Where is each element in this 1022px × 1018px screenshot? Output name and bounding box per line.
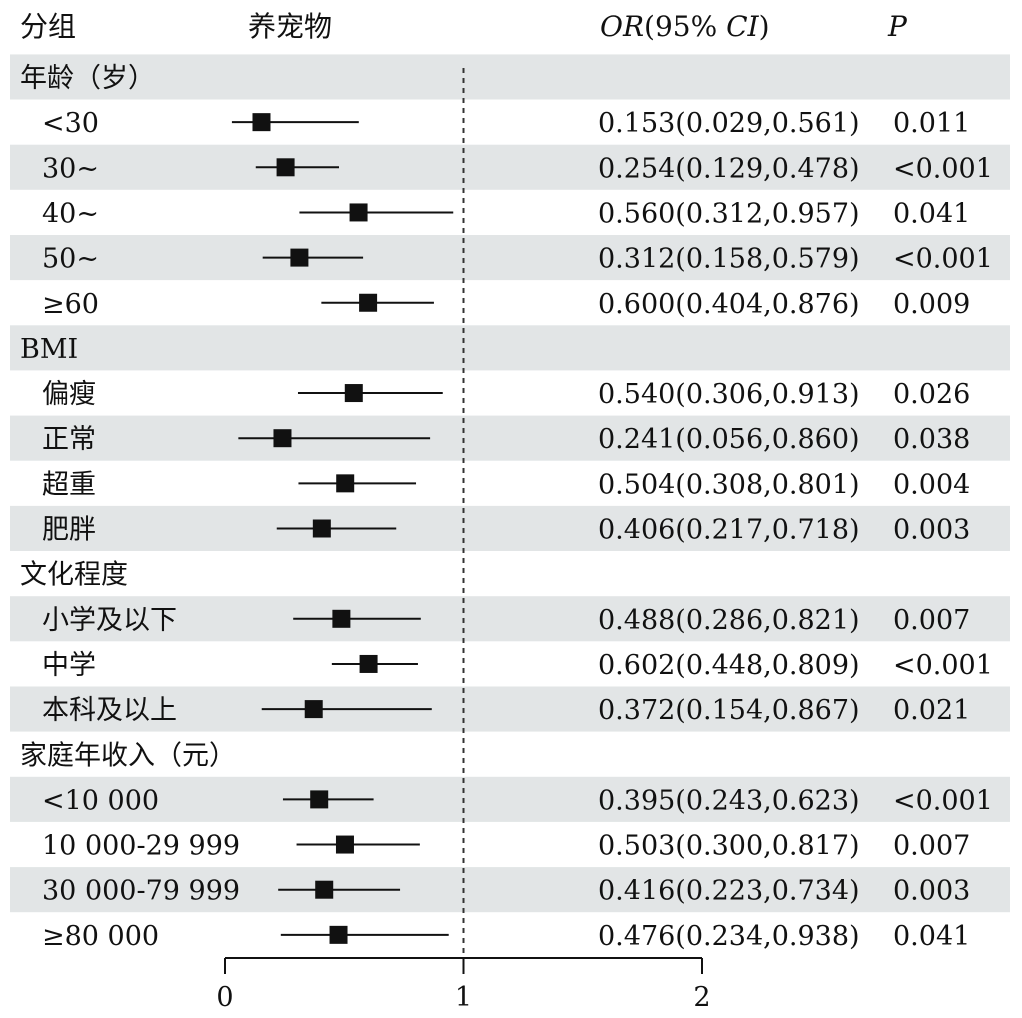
rows-text: 年龄（岁） <30 0.153(0.029,0.561) 0.011 30~ 0.254(… (20, 63, 993, 952)
or-point (359, 654, 378, 673)
or-ci-value: 0.241(0.056,0.860) (598, 424, 860, 455)
or-ci-value: 0.372(0.154,0.867) (598, 695, 860, 726)
header-row: 分组 养宠物 OR(95% CI) P (20, 10, 908, 43)
x-tick-label: 0 (216, 982, 233, 1013)
row-label: 肥胖 (42, 515, 96, 546)
or-ci-value: 0.560(0.312,0.957) (598, 198, 860, 229)
p-value: 0.038 (893, 424, 970, 455)
header-close-paren: ) (759, 10, 770, 43)
or-point (336, 474, 355, 493)
row-label: 超重 (42, 469, 96, 500)
or-ci-value: 0.540(0.306,0.913) (598, 379, 860, 410)
p-value: 0.007 (893, 605, 970, 636)
or-point (335, 835, 354, 854)
or-ci-value: 0.476(0.234,0.938) (598, 921, 860, 952)
section-label: 家庭年收入（元） (20, 740, 236, 771)
row-band (10, 415, 1010, 461)
header-or-rest: (95% (644, 10, 726, 43)
p-value: 0.041 (893, 921, 970, 952)
row-label: 30 000-79 999 (42, 876, 240, 907)
ci-marks (231, 113, 454, 944)
or-ci-value: 0.406(0.217,0.718) (598, 515, 860, 546)
or-point (304, 700, 323, 719)
or-point (312, 519, 331, 538)
row-band (10, 686, 1010, 732)
p-value: <0.001 (893, 244, 993, 275)
p-value: 0.011 (893, 108, 970, 139)
header-ci: CI (726, 10, 759, 43)
row-label: 正常 (42, 424, 96, 455)
p-value: <0.001 (893, 153, 993, 184)
row-label: 40~ (42, 198, 99, 229)
header-or-ci: OR(95% CI) (600, 10, 770, 43)
or-ci-value: 0.395(0.243,0.623) (598, 785, 860, 816)
p-value: 0.021 (893, 695, 970, 726)
section-label: BMI (20, 334, 78, 365)
row-label: <10 000 (42, 785, 159, 816)
section-label: 文化程度 (20, 560, 128, 591)
row-band (10, 54, 1010, 100)
or-point (315, 880, 334, 899)
or-point (252, 113, 271, 132)
header-p: P (887, 10, 908, 43)
or-ci-value: 0.416(0.223,0.734) (598, 876, 860, 907)
header-group: 分组 (20, 10, 76, 43)
row-band (10, 596, 1010, 642)
or-point (349, 203, 368, 222)
row-label: 小学及以下 (42, 605, 177, 636)
row-label: 本科及以上 (42, 695, 177, 726)
or-ci-value: 0.153(0.029,0.561) (598, 108, 860, 139)
header-or: OR (600, 10, 644, 43)
or-point (332, 609, 351, 628)
row-label: ≥80 000 (42, 921, 159, 952)
p-value: 0.003 (893, 515, 970, 546)
row-label: 偏瘦 (42, 379, 96, 410)
or-point (329, 925, 348, 944)
or-ci-value: 0.488(0.286,0.821) (598, 605, 860, 636)
row-band (10, 144, 1010, 190)
p-value: 0.004 (893, 469, 970, 500)
or-ci-value: 0.503(0.300,0.817) (598, 831, 860, 862)
or-ci-value: 0.312(0.158,0.579) (598, 244, 860, 275)
row-band (10, 325, 1010, 371)
row-label: ≥60 (42, 289, 99, 320)
row-band (10, 867, 1010, 913)
row-band (10, 776, 1010, 822)
or-ci-value: 0.602(0.448,0.809) (598, 650, 860, 681)
p-value: 0.007 (893, 831, 970, 862)
or-point (344, 384, 363, 403)
or-point (290, 248, 309, 267)
row-label: 30~ (42, 153, 99, 184)
or-point (273, 429, 292, 448)
p-value: 0.003 (893, 876, 970, 907)
row-label: <30 (42, 108, 99, 139)
x-tick-label: 2 (693, 982, 710, 1013)
row-band (10, 505, 1010, 551)
or-point (276, 158, 295, 177)
p-value: <0.001 (893, 785, 993, 816)
row-band (10, 235, 1010, 281)
x-axis: 0 1 2 (216, 957, 711, 1013)
row-label: 50~ (42, 244, 99, 275)
header-pet: 养宠物 (248, 10, 332, 43)
section-label: 年龄（岁） (20, 63, 155, 94)
row-label: 中学 (42, 650, 96, 681)
p-value: 0.026 (893, 379, 970, 410)
or-ci-value: 0.600(0.404,0.876) (598, 289, 860, 320)
row-bands (10, 54, 1010, 913)
p-value: <0.001 (893, 650, 993, 681)
or-ci-value: 0.254(0.129,0.478) (598, 153, 860, 184)
x-tick-label: 1 (455, 982, 472, 1013)
or-point (359, 293, 378, 312)
p-value: 0.009 (893, 289, 970, 320)
or-ci-value: 0.504(0.308,0.801) (598, 469, 860, 500)
row-label: 10 000-29 999 (42, 831, 240, 862)
or-point (310, 790, 329, 809)
p-value: 0.041 (893, 198, 970, 229)
